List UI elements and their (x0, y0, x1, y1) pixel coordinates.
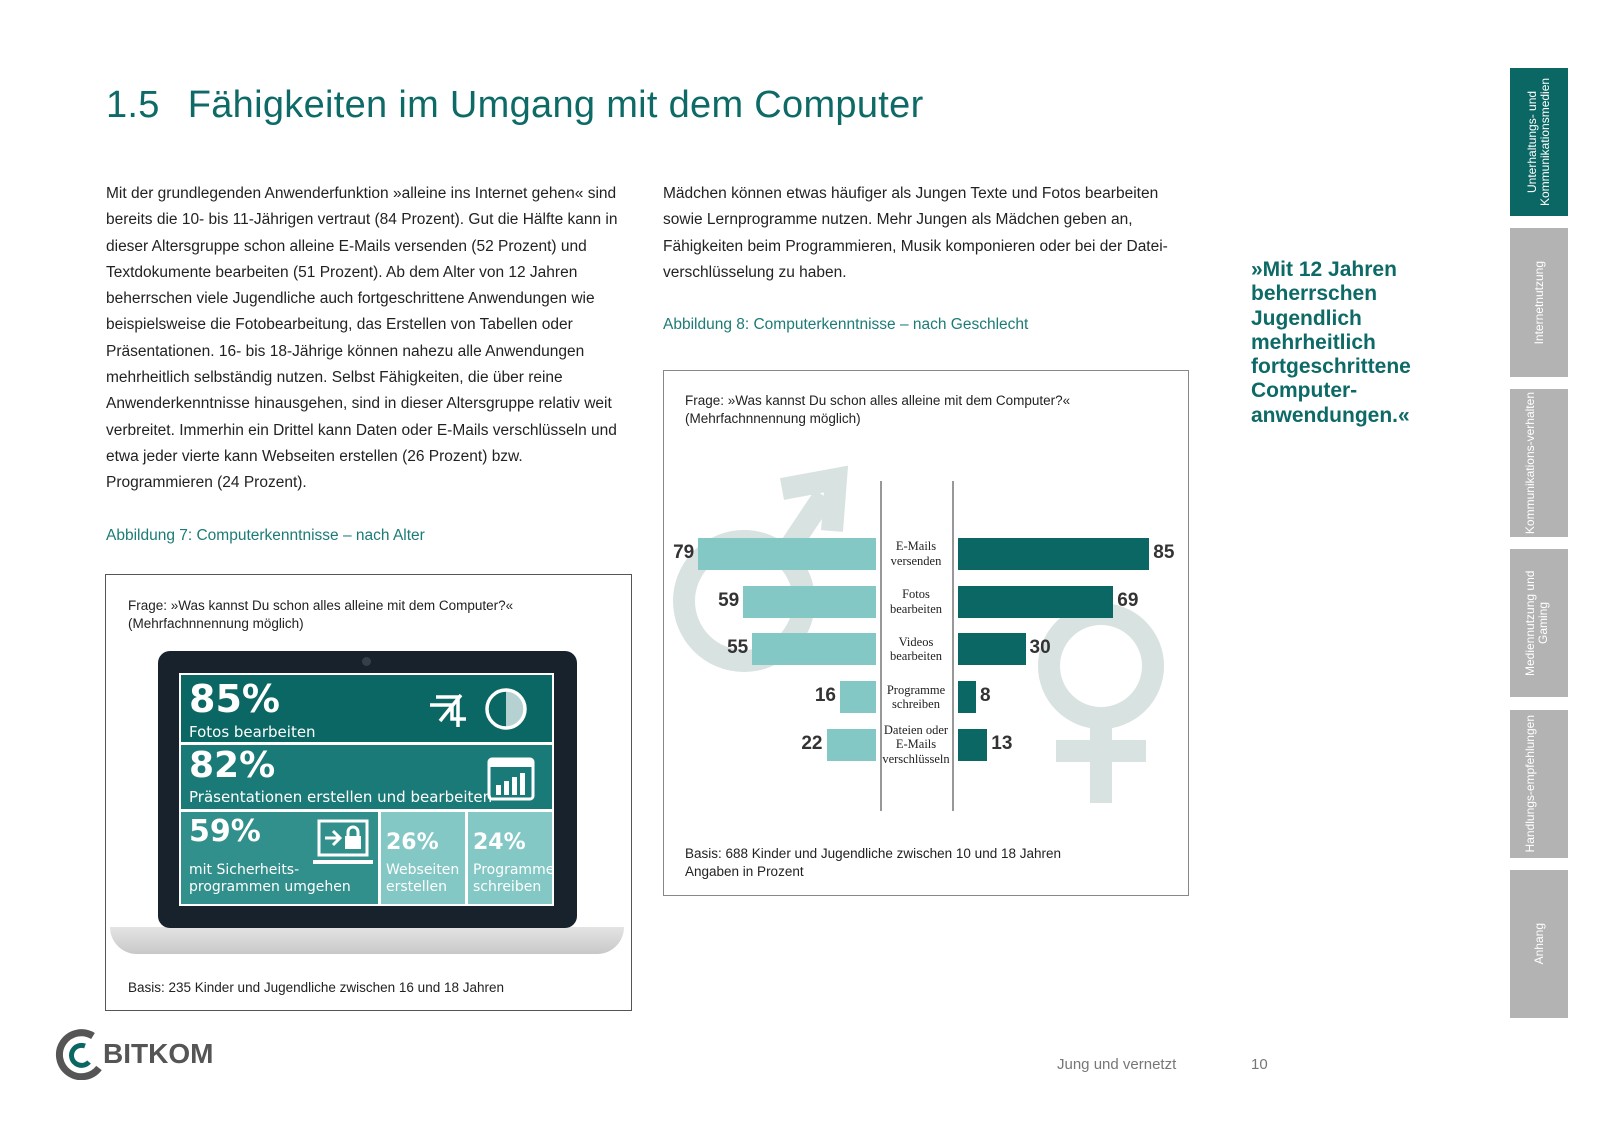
tab-handlungsempfehlungen[interactable]: Handlungs-empfehlungen (1510, 710, 1568, 858)
figure-8: Frage: »Was kannst Du schon alles allein… (663, 370, 1189, 896)
infographic-panel: 85% Fotos bearbeiten 82% Präsentationen … (179, 673, 554, 906)
tab-kommunikationsverhalten[interactable]: Kommunikations-verhalten (1510, 389, 1568, 537)
figure-8-basis: Basis: 688 Kinder und Jugendliche zwisch… (685, 846, 1062, 879)
bar-jungen (743, 585, 876, 618)
bar-maedchen (958, 681, 976, 714)
tab-internetnutzung[interactable]: Internetnutzung (1510, 228, 1568, 377)
security-lock-icon (313, 819, 373, 864)
value-label-maedchen: 69 (1117, 589, 1139, 611)
camera-icon (362, 657, 371, 666)
publication-name: Jung und vernetzt (1057, 1056, 1177, 1073)
bar-jungen (752, 633, 876, 666)
crop-icon (430, 688, 527, 730)
value-label-maedchen: 85 (1153, 542, 1175, 563)
category-label: Programme schreiben (886, 682, 946, 712)
category-label: Videos bearbeiten (889, 634, 943, 664)
figure-7-question: Frage: »Was kannst Du schon alles allein… (128, 598, 514, 631)
value-label-jungen: 22 (801, 732, 823, 754)
body-text-right: Mädchen können etwas häufiger als Jungen… (663, 185, 1168, 281)
bar-chart: 79 85 E-Mails versenden 59 69 Fotos bearbeite… (664, 371, 1190, 897)
tile-webseiten: 26% Webseiten erstellen (381, 812, 465, 904)
figure-8-question: Frage: »Was kannst Du schon alles allein… (685, 393, 1071, 426)
value-label-jungen: 16 (814, 685, 836, 707)
bitkom-logo: BITKOM (55, 1028, 213, 1080)
tile-fotos: 85% Fotos bearbeiten (181, 675, 552, 742)
tab-anhang[interactable]: Anhang (1510, 870, 1568, 1018)
category-label: E-Mails versenden (890, 539, 942, 568)
tile-praesentationen: 82% Präsentationen erstellen und bearbei… (181, 745, 552, 809)
page-title: 1.5 Fähigkeiten im Umgang mit dem Compute… (106, 84, 924, 126)
value-label-maedchen: 13 (991, 732, 1013, 754)
bar-maedchen (958, 585, 1114, 618)
category-label: Dateien oder E-Mails verschlüsseln (882, 722, 950, 766)
value-label-maedchen: 30 (1029, 637, 1051, 659)
bar-jungen (698, 538, 876, 570)
value-label-maedchen: 8 (980, 685, 991, 707)
bar-jungen (826, 728, 876, 761)
bar-maedchen (958, 728, 988, 761)
gender-symbols (673, 465, 1164, 811)
category-label: Fotos bearbeiten (889, 587, 943, 616)
figure-7-basis: Basis: 235 Kinder und Jugendliche zwisch… (128, 980, 505, 995)
value-label-jungen: 59 (718, 589, 740, 611)
bitkom-logo-mark (55, 1029, 102, 1080)
figure-8-caption: Abbildung 8: Computerkenntnisse – nach G… (663, 316, 1029, 333)
value-label-jungen: 55 (727, 637, 749, 659)
tile-programme: 24% Programme schreiben (468, 812, 554, 904)
laptop-screen: 85% Fotos bearbeiten 82% Präsentationen … (158, 651, 577, 928)
tile-sicherheit: 59% mit Sicherheits- programmen umgehen (181, 812, 378, 904)
laptop-base (110, 927, 624, 954)
bar-jungen (840, 681, 876, 714)
bar-maedchen (958, 538, 1150, 570)
tab-mediennutzung[interactable]: Mediennutzung und Gaming (1510, 549, 1568, 697)
figure-7-caption: Abbildung 7: Computerkenntnisse – nach A… (106, 527, 425, 544)
bar-maedchen (958, 633, 1026, 666)
figure-7: Frage: »Was kannst Du schon alles allein… (105, 574, 632, 1011)
pull-quote: »Mit 12 Jahren beherrschen Jugendlich me… (1251, 258, 1411, 427)
body-text-left: Mit der grundlegenden Anwenderfunktion »… (106, 185, 618, 492)
tab-unterhaltungsmedien[interactable]: Unterhaltungs- und Kommunikationsmedien (1510, 68, 1568, 216)
presentation-chart-icon (487, 757, 535, 801)
page-number: 10 (1251, 1056, 1268, 1073)
value-label-jungen: 79 (673, 542, 695, 563)
